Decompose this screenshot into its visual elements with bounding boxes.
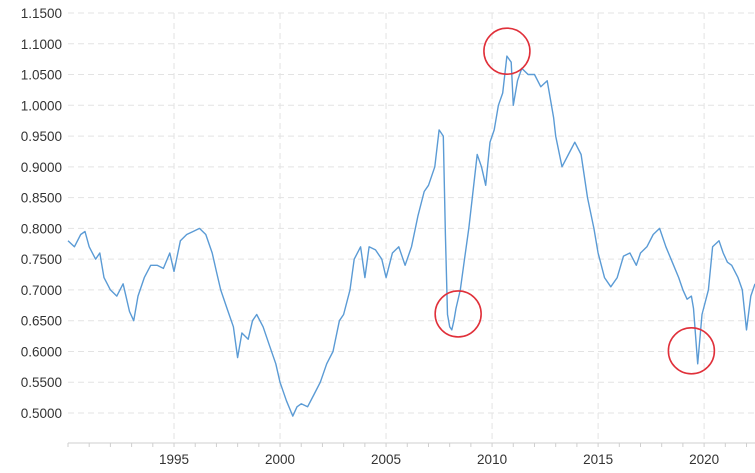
y-tick-label: 1.0000 <box>21 98 62 113</box>
x-tick-label: 2000 <box>265 452 295 467</box>
y-tick-label: 0.8000 <box>21 221 62 236</box>
annotation-circle <box>667 327 716 375</box>
x-tick-label: 1995 <box>159 452 189 467</box>
x-tick-label: 2020 <box>689 452 719 467</box>
series-layer <box>67 55 755 417</box>
x-tick-label: 2015 <box>583 452 613 467</box>
y-axis: 1.1500 1.1000 1.0500 1.0000 0.9500 0.9000 0.85… <box>21 6 62 421</box>
y-tick-label: 1.1000 <box>21 37 62 52</box>
x-tick-label: 2010 <box>477 452 507 467</box>
y-tick-label: 0.9500 <box>21 129 62 144</box>
y-tick-label: 0.6000 <box>21 344 62 359</box>
y-tick-label: 1.1500 <box>21 6 62 21</box>
y-tick-label: 0.8500 <box>21 191 62 206</box>
series-line <box>67 55 755 417</box>
x-tick-label: 2005 <box>371 452 401 467</box>
x-axis: 1995 2000 2005 2010 2015 2020 <box>67 442 755 467</box>
annotation-circle <box>434 290 482 338</box>
y-tick-label: 0.6500 <box>21 314 62 329</box>
y-tick-label: 0.7000 <box>21 283 62 298</box>
annotation-circle <box>483 27 531 75</box>
annotations <box>434 27 716 375</box>
grid <box>68 12 755 443</box>
y-tick-label: 0.7500 <box>21 252 62 267</box>
y-tick-label: 0.9000 <box>21 160 62 175</box>
y-tick-label: 0.5000 <box>21 406 62 421</box>
y-tick-label: 1.0500 <box>21 68 62 83</box>
y-tick-label: 0.5500 <box>21 375 62 390</box>
